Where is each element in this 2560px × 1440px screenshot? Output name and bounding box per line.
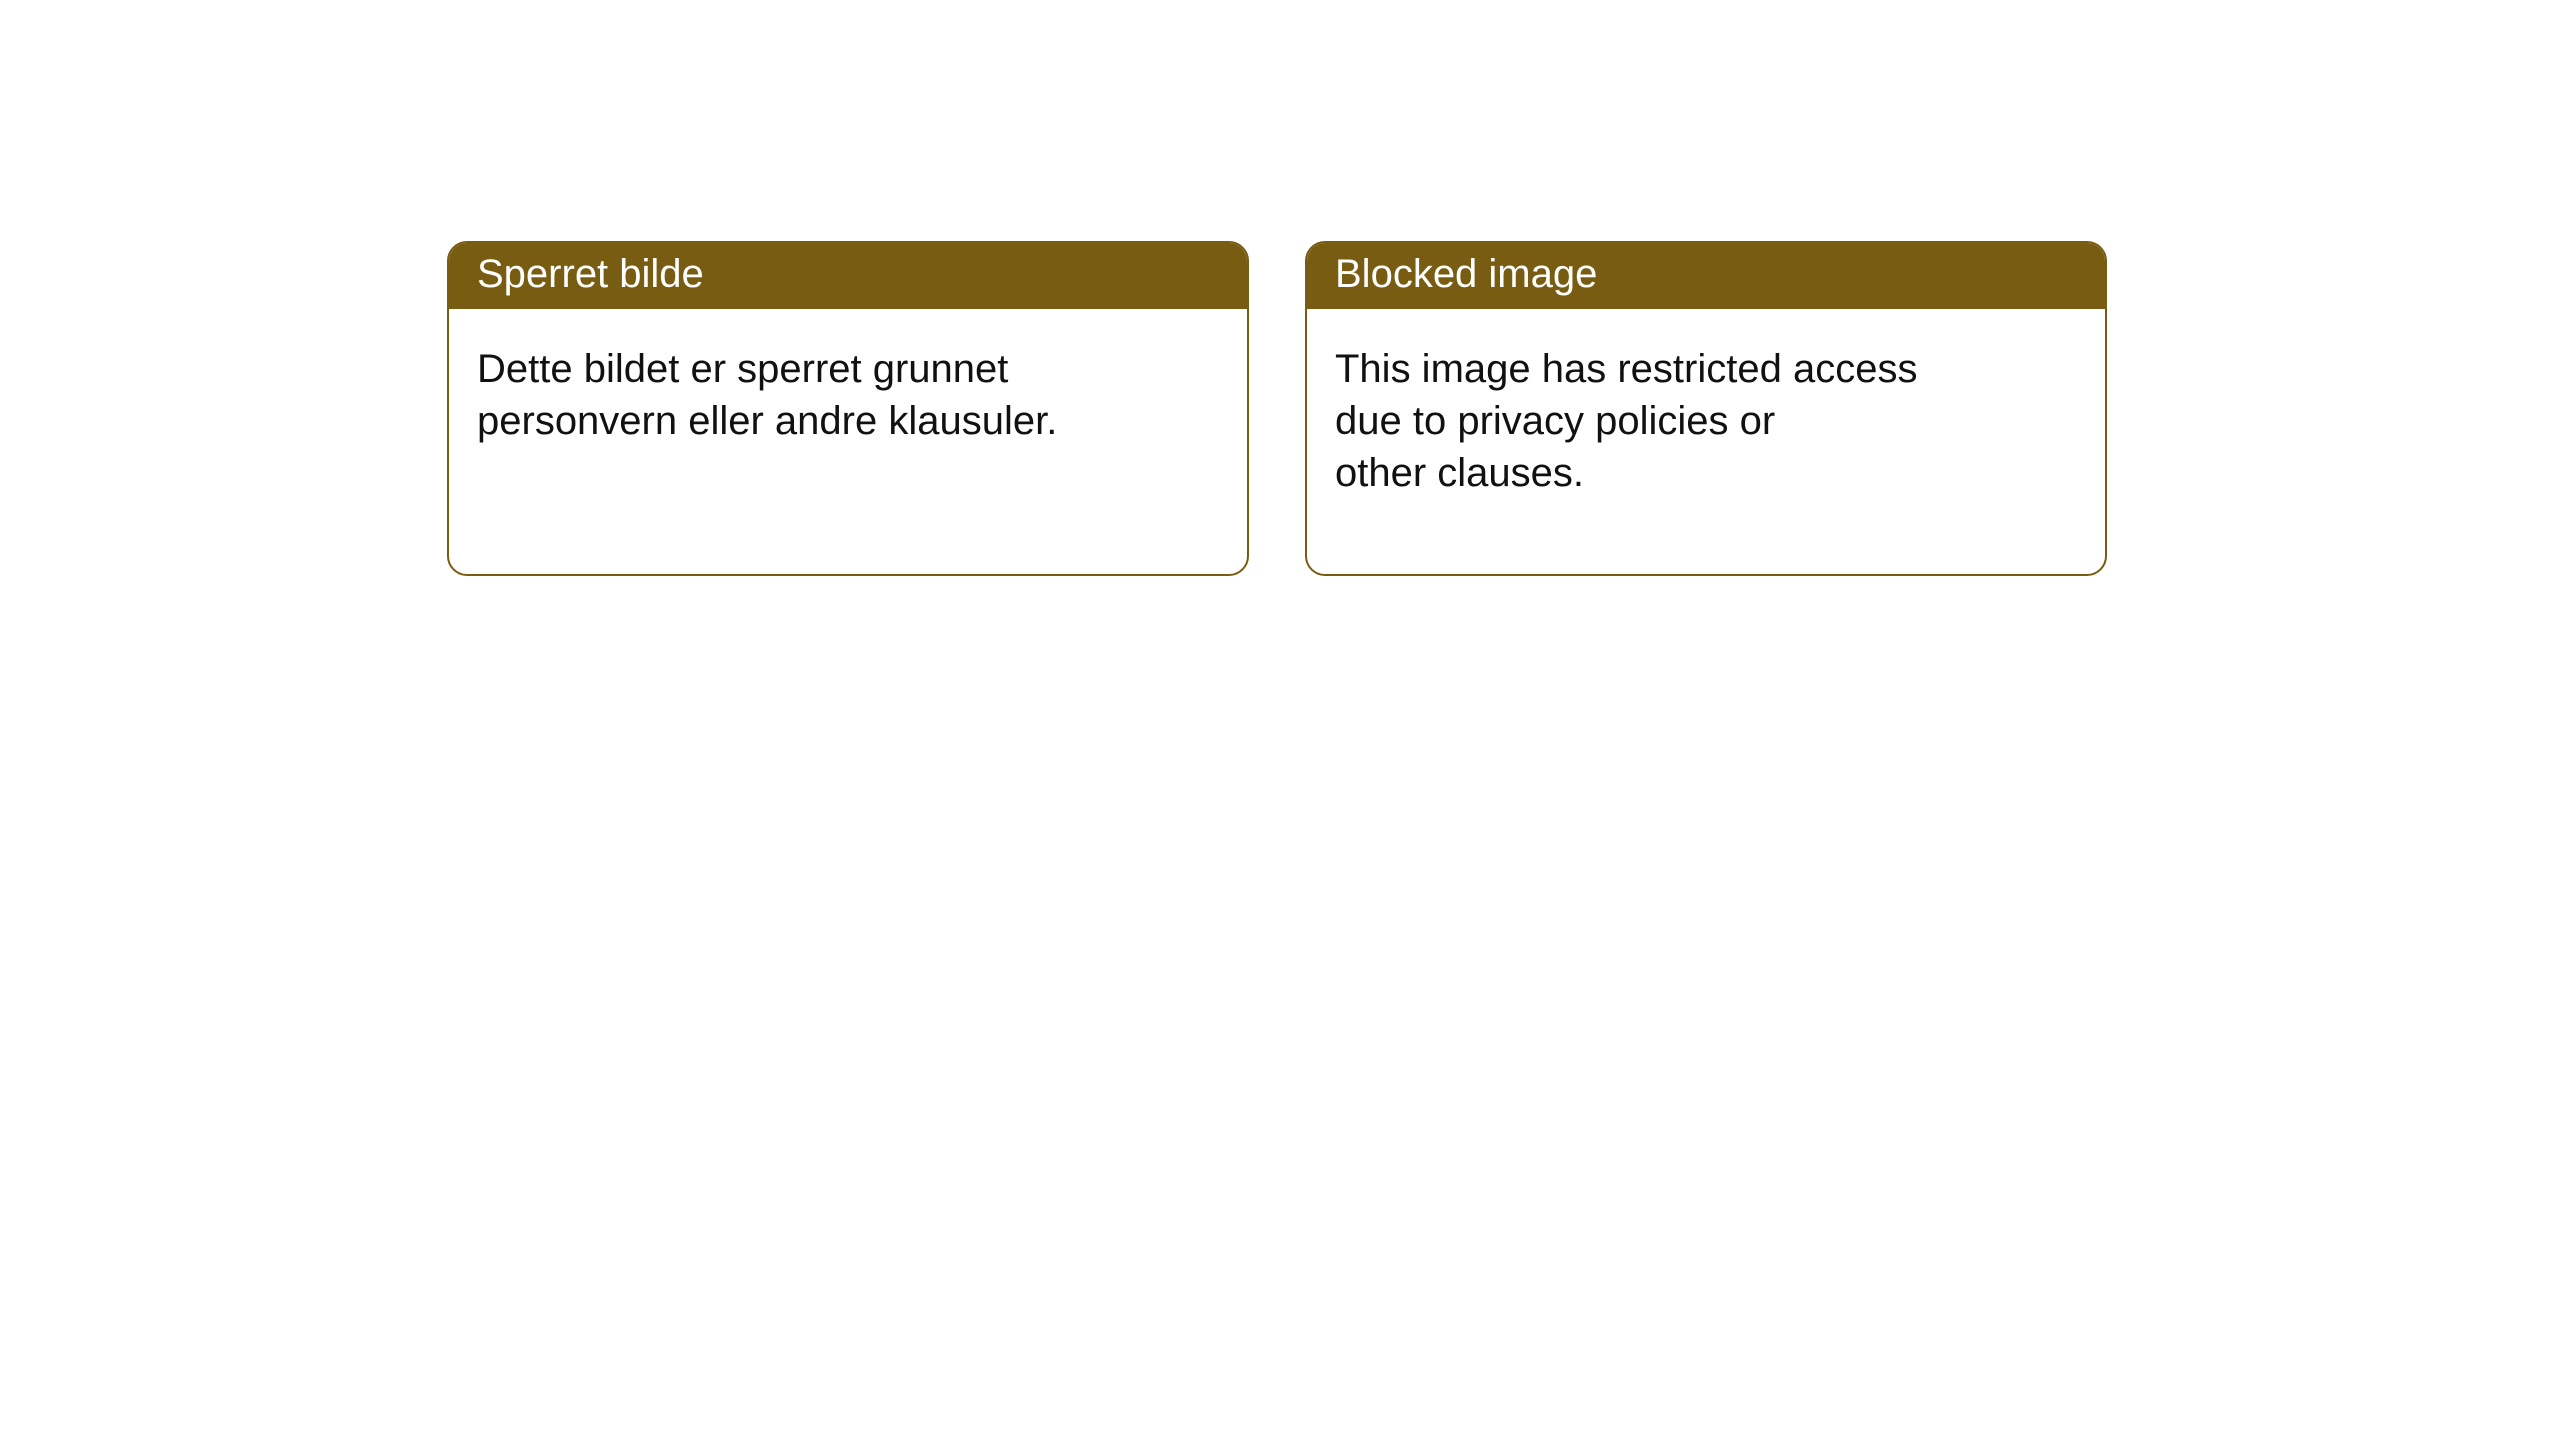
notice-card-no: Sperret bilde Dette bildet er sperret gr… bbox=[447, 241, 1249, 576]
notice-body-en: This image has restricted access due to … bbox=[1307, 309, 2105, 499]
notice-card-en: Blocked image This image has restricted … bbox=[1305, 241, 2107, 576]
notice-container: Sperret bilde Dette bildet er sperret gr… bbox=[0, 0, 2560, 576]
notice-title-en: Blocked image bbox=[1307, 243, 2105, 309]
notice-title-no: Sperret bilde bbox=[449, 243, 1247, 309]
notice-body-no: Dette bildet er sperret grunnet personve… bbox=[449, 309, 1247, 447]
